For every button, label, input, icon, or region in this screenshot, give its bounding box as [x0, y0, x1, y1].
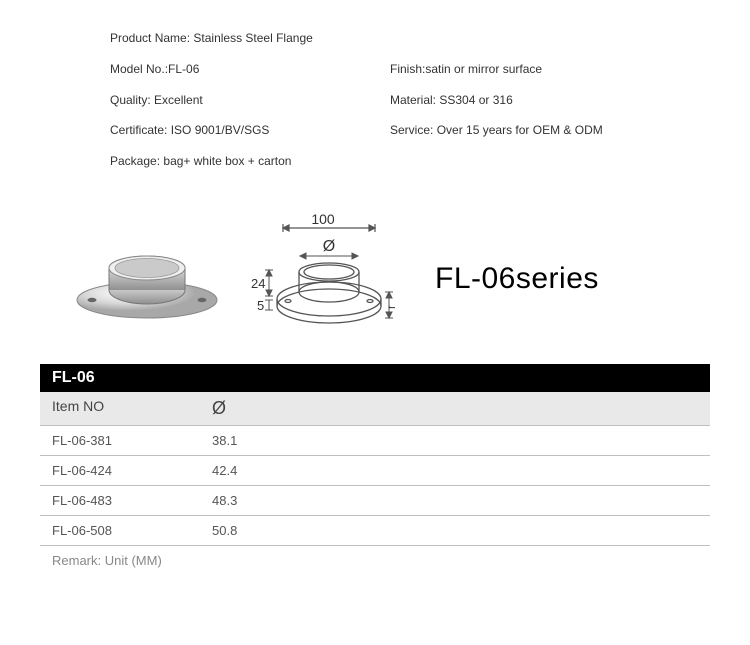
label: Finish:	[390, 62, 425, 76]
diagram-area: 100 Ø	[0, 194, 750, 364]
col-diam-header: Ø	[212, 398, 332, 419]
cell-diam: 48.3	[212, 493, 332, 508]
table-row: FL-06-483 48.3	[40, 486, 710, 516]
dim-height: 24	[251, 276, 265, 291]
cell-diam: 38.1	[212, 433, 332, 448]
value: SS304 or 316	[439, 93, 512, 107]
dim-side: r	[384, 305, 398, 309]
cell-item: FL-06-483	[52, 493, 212, 508]
technical-drawing: 100 Ø	[235, 214, 405, 344]
value: bag+ white box + carton	[163, 154, 291, 168]
label: Model No.:	[110, 62, 168, 76]
label: Quality:	[110, 93, 151, 107]
spec-finish: Finish:satin or mirror surface	[390, 61, 690, 78]
value: satin or mirror surface	[425, 62, 542, 76]
value: FL-06	[168, 62, 199, 76]
dim-base: 5	[257, 298, 264, 313]
spec-service: Service: Over 15 years for OEM & ODM	[390, 122, 690, 139]
table-row: FL-06-381 38.1	[40, 426, 710, 456]
table-subheader: Item NO Ø	[40, 392, 710, 426]
spec-certificate: Certificate: ISO 9001/BV/SGS	[110, 122, 390, 139]
label: Certificate:	[110, 123, 167, 137]
label: Package:	[110, 154, 160, 168]
spec-package: Package: bag+ white box + carton	[110, 153, 390, 170]
diam-symbol: Ø	[323, 238, 335, 255]
cell-item: FL-06-424	[52, 463, 212, 478]
spec-product-name: Product Name: Stainless Steel Flange	[110, 30, 390, 47]
value: Excellent	[154, 93, 203, 107]
spec-material: Material: SS304 or 316	[390, 92, 690, 109]
cell-diam: 50.8	[212, 523, 332, 538]
size-table: FL-06 Item NO Ø FL-06-381 38.1 FL-06-424…	[0, 364, 750, 575]
col-item-header: Item NO	[52, 398, 212, 419]
table-row: FL-06-508 50.8	[40, 516, 710, 546]
product-photo	[70, 234, 225, 324]
value: Stainless Steel Flange	[193, 31, 312, 45]
spec-model: Model No.:FL-06	[110, 61, 390, 78]
table-header: FL-06	[40, 364, 710, 392]
dim-length: 100	[311, 214, 335, 227]
cell-item: FL-06-381	[52, 433, 212, 448]
spec-area: Product Name: Stainless Steel Flange Mod…	[0, 0, 750, 194]
label: Service:	[390, 123, 433, 137]
table-row: FL-06-424 42.4	[40, 456, 710, 486]
cell-item: FL-06-508	[52, 523, 212, 538]
label: Product Name:	[110, 31, 190, 45]
cell-diam: 42.4	[212, 463, 332, 478]
spec-quality: Quality: Excellent	[110, 92, 390, 109]
value: ISO 9001/BV/SGS	[171, 123, 270, 137]
value: Over 15 years for OEM & ODM	[437, 123, 603, 137]
series-title: FL-06series	[435, 262, 599, 296]
label: Material:	[390, 93, 436, 107]
table-remark: Remark: Unit (MM)	[40, 546, 710, 575]
